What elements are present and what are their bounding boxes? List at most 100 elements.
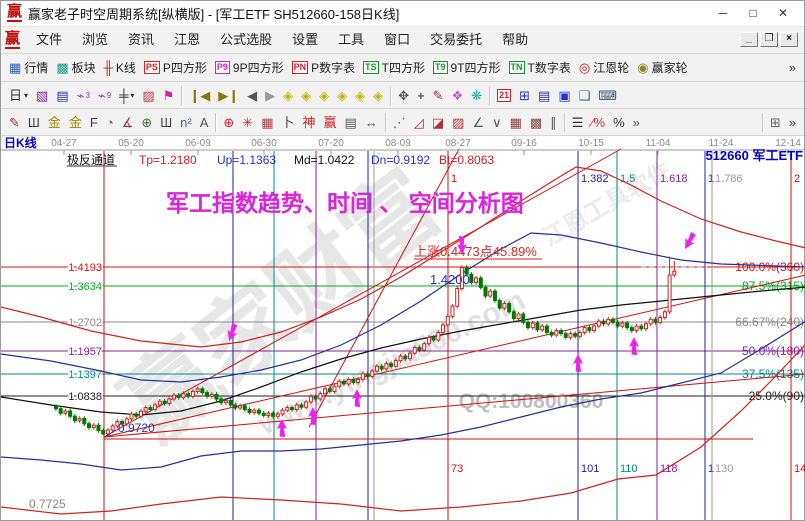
draw-overflow-2-button[interactable]: » xyxy=(785,115,800,130)
workstation-button[interactable]: ⌨ xyxy=(594,88,621,103)
menu-item-8[interactable]: 窗口 xyxy=(384,31,411,47)
main-overflow-button[interactable]: » xyxy=(785,60,800,75)
report-button[interactable]: ▤ xyxy=(534,88,554,103)
diamond-nav-5-button[interactable]: ◈ xyxy=(351,88,369,103)
calendar-button[interactable]: 21 xyxy=(493,88,515,103)
flower-tool-button[interactable]: ❖ xyxy=(448,88,468,103)
percent-line-button[interactable]: ⁄% xyxy=(587,115,609,130)
comb-b-button[interactable]: Ш xyxy=(156,115,176,130)
measure-tool-button[interactable]: ↔ xyxy=(361,115,382,130)
gann-fan-button[interactable]: ◿ xyxy=(410,115,428,130)
crosshair-tool-button[interactable]: + xyxy=(413,88,429,103)
last-bar-button[interactable]: ▶❙ xyxy=(214,88,243,103)
wave-3-button[interactable]: ⌁ 3 xyxy=(73,88,94,103)
parallel-lines-button[interactable]: ∥ xyxy=(546,115,561,130)
gold-comb-2-button[interactable]: 金 xyxy=(65,115,86,130)
menu-item-5[interactable]: 公式选股 xyxy=(220,31,273,47)
diamond-nav-6-button[interactable]: ◈ xyxy=(369,88,387,103)
kline-chart[interactable]: 赢家财富www.yingjia500.com江恩工具软件QQ:100800360… xyxy=(1,136,805,521)
gold-comb-1-button[interactable]: 金 xyxy=(44,115,65,130)
wheel-small-button[interactable]: ⊕ xyxy=(137,115,156,130)
menu-item-10[interactable]: 帮助 xyxy=(502,31,529,47)
pen-button[interactable]: ✎ xyxy=(5,115,24,130)
sectors-button[interactable]: ▩ 板块 xyxy=(52,58,99,77)
pattern-window-red-button[interactable]: ▨ xyxy=(138,88,158,103)
period-day-button[interactable]: 日 ▾ xyxy=(5,88,32,103)
percent-button[interactable]: % xyxy=(609,115,629,130)
hand-tool-icon: ✥ xyxy=(398,87,410,103)
p-number-table-button[interactable]: PN P数字表 xyxy=(288,58,360,77)
maximize-button[interactable]: □ xyxy=(749,6,757,21)
a-tool-button[interactable]: A xyxy=(196,115,213,130)
brain-tool-button[interactable]: ❋ xyxy=(467,88,486,103)
divination-tool-button[interactable]: 卜 xyxy=(278,115,299,130)
menu-item-3[interactable]: 资讯 xyxy=(128,31,155,47)
diamond-nav-4-button[interactable]: ◈ xyxy=(333,88,351,103)
spiral-tool-button[interactable]: ◔ xyxy=(102,115,118,130)
chart-canvas[interactable]: 赢家财富 www.yingjia500.com 江恩工具软件 QQ:100800360… xyxy=(1,136,805,521)
comb-a-button[interactable]: Ш xyxy=(24,115,44,130)
prev-bar-button[interactable]: ◀ xyxy=(243,88,261,103)
save-button[interactable]: ▣ xyxy=(554,88,574,103)
winner-wheel-button[interactable]: ◉ 赢家轮 xyxy=(633,58,691,77)
info-note-icon: ▤ xyxy=(56,87,69,103)
t-square-button[interactable]: TS T四方形 xyxy=(359,58,429,77)
t-number-table-button[interactable]: TN T数字表 xyxy=(505,58,575,77)
gann-wheel-button[interactable]: ◎ 江恩轮 xyxy=(575,58,633,77)
ying-tool-button[interactable]: 赢 xyxy=(320,115,341,130)
first-bar-button[interactable]: ❙◀ xyxy=(185,88,214,103)
gann-box-button[interactable]: ◪ xyxy=(428,115,448,130)
shen-tool-button[interactable]: 神 xyxy=(299,115,320,130)
menu-item-2[interactable]: 浏览 xyxy=(82,31,109,47)
info-note-button[interactable]: ▤ xyxy=(52,88,72,103)
candle-style-button[interactable]: ╪ ▾ xyxy=(115,88,138,103)
next-bar-button[interactable]: ▶ xyxy=(261,88,279,103)
wave-9-button[interactable]: ⌁ 9 xyxy=(94,88,115,103)
child-minimize-button[interactable]: _ xyxy=(740,32,758,48)
grid-b-button[interactable]: ▩ xyxy=(526,115,546,130)
menu-item-9[interactable]: 交易委托 xyxy=(430,31,483,47)
quotes-button[interactable]: ▦ 行情 xyxy=(5,58,52,77)
calculator-button[interactable]: ⊞ xyxy=(515,88,534,103)
p-square-button[interactable]: PS P四方形 xyxy=(140,58,211,77)
grid-red-button[interactable]: ▦ xyxy=(257,115,277,130)
draw-line-tool-button[interactable]: ✎ xyxy=(429,88,448,103)
menu-item-4[interactable]: 江恩 xyxy=(174,31,201,47)
candle-body xyxy=(450,305,455,317)
ray-fan-button[interactable]: ⋰ xyxy=(389,115,410,130)
hand-tool-button[interactable]: ✥ xyxy=(394,88,413,103)
pattern-window-button[interactable]: ▧ xyxy=(32,88,52,103)
indicator-value: Up=1.1363 xyxy=(217,153,276,167)
day-count-label: 118 xyxy=(660,463,678,475)
toolbar-separator xyxy=(390,85,392,105)
9t-square-button[interactable]: T9 9T四方形 xyxy=(429,58,505,77)
trend-angle-button[interactable]: ∠ xyxy=(468,115,488,130)
volume-flag-button[interactable]: ⚑ xyxy=(159,88,179,103)
angle-marker-button[interactable]: ∡ xyxy=(118,115,138,130)
menu-item-7[interactable]: 工具 xyxy=(338,31,365,47)
copy-button[interactable]: ❏ xyxy=(575,88,595,103)
diamond-nav-3-button[interactable]: ◈ xyxy=(315,88,333,103)
price-list-button[interactable]: ☰ xyxy=(568,115,588,130)
f-tool-button[interactable]: F xyxy=(86,115,102,130)
starburst-button[interactable]: ✳ xyxy=(238,115,257,130)
9p-square-button[interactable]: P9 9P四方形 xyxy=(211,58,288,77)
menu-item-1[interactable]: 文件 xyxy=(36,31,63,47)
diamond-nav-1-button[interactable]: ◈ xyxy=(279,88,297,103)
grid-a-button[interactable]: ▦ xyxy=(506,115,526,130)
close-button[interactable]: ✕ xyxy=(777,6,789,21)
child-restore-button[interactable]: ❐ xyxy=(760,32,778,48)
candle-body xyxy=(497,300,502,309)
diamond-nav-2-button[interactable]: ◈ xyxy=(297,88,315,103)
vee-tool-button[interactable]: ∨ xyxy=(488,115,506,130)
draw-overflow-1-button[interactable]: » xyxy=(629,115,644,130)
child-close-button[interactable]: × xyxy=(780,32,798,48)
gann-grid-button[interactable]: ▨ xyxy=(448,115,468,130)
target-red-button[interactable]: ⊕ xyxy=(219,115,238,130)
menu-item-6[interactable]: 设置 xyxy=(292,31,319,47)
kline-button[interactable]: ╫ K线 xyxy=(100,58,140,77)
n-square-button[interactable]: n² xyxy=(176,115,196,130)
ruler-tool-button[interactable]: ▤ xyxy=(341,115,361,130)
grid-tool-button[interactable]: ⊞ xyxy=(766,115,785,130)
minimize-button[interactable]: ─ xyxy=(718,6,728,21)
